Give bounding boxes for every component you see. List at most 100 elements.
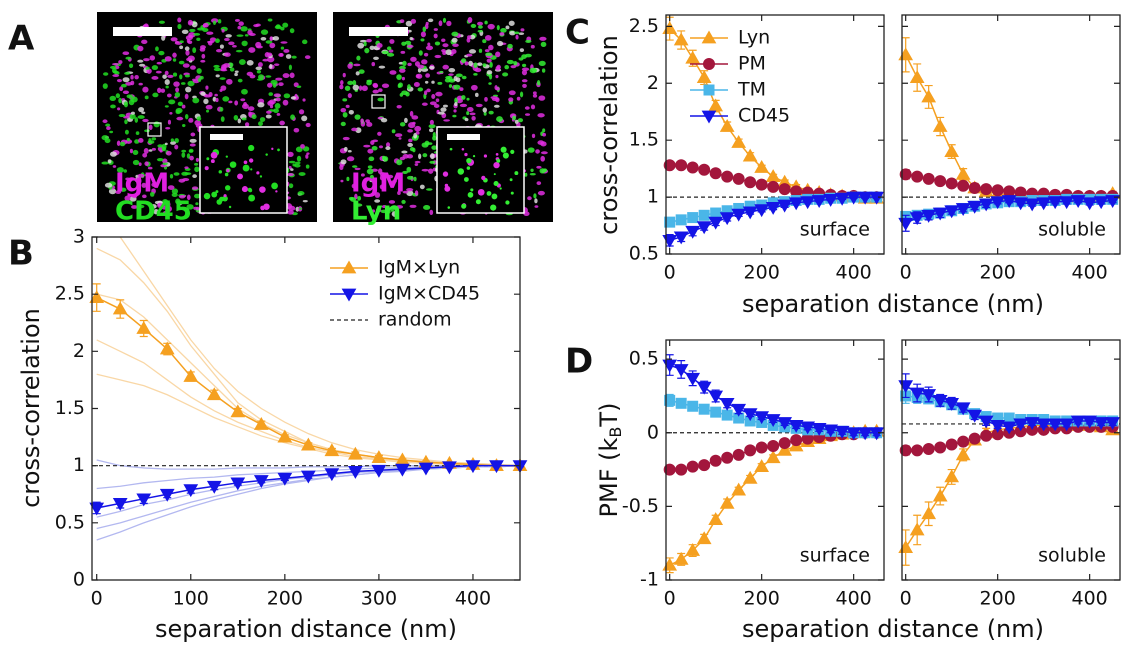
image-label: IgM (115, 169, 169, 199)
speckle (484, 20, 488, 25)
marker (685, 225, 701, 239)
speckle (121, 83, 127, 88)
inset-speckle (224, 185, 231, 191)
speckle (527, 196, 532, 201)
speckle (285, 54, 292, 59)
marker (911, 170, 924, 183)
speckle (378, 65, 386, 69)
speckle (386, 52, 395, 57)
inset-speckle (248, 144, 255, 152)
inset-speckle (265, 153, 268, 156)
speckle (224, 37, 230, 42)
speckle (213, 64, 220, 68)
marker (934, 441, 947, 454)
speckle (268, 92, 273, 96)
speckle (109, 130, 114, 134)
marker (800, 421, 816, 435)
legend-label: Lyn (738, 27, 770, 49)
speckle (138, 82, 143, 86)
speckle (508, 97, 514, 102)
speckle (530, 168, 534, 173)
speckle (131, 193, 138, 199)
speckle (151, 137, 157, 141)
speckle (424, 80, 429, 84)
speckle (381, 83, 390, 88)
speckle (361, 85, 368, 92)
speckle (504, 65, 510, 70)
speckle (399, 122, 406, 127)
speckle (246, 71, 254, 76)
speckle (260, 29, 269, 35)
inset-speckle (248, 188, 253, 193)
speckle (147, 166, 153, 170)
speckle (144, 173, 150, 177)
inset-speckle (493, 161, 500, 169)
speckle (368, 156, 375, 162)
speckle (542, 128, 546, 133)
speckle (184, 166, 189, 169)
speckle (484, 96, 488, 102)
speckle (537, 190, 545, 196)
speckle (408, 138, 413, 143)
speckle (356, 55, 361, 61)
speckle (241, 40, 248, 47)
speckle (300, 144, 305, 149)
speckle (151, 147, 156, 151)
speckle (215, 74, 220, 78)
inset (436, 126, 525, 214)
y-tick-label: 0 (647, 421, 659, 443)
speckle (407, 44, 414, 49)
marker (921, 209, 937, 223)
speckle (522, 83, 527, 88)
speckle (538, 60, 546, 67)
speckle (142, 86, 149, 93)
speckle (435, 91, 443, 97)
speckle (477, 62, 483, 67)
speckle (153, 209, 159, 215)
speckle (524, 172, 528, 177)
speckle (431, 93, 436, 100)
marker (719, 495, 735, 509)
speckle (184, 93, 189, 100)
speckle (391, 210, 399, 217)
speckle (130, 74, 134, 80)
marker (395, 463, 410, 477)
marker (1013, 418, 1029, 432)
speckle (537, 113, 545, 118)
marker (1047, 418, 1063, 432)
speckle (378, 88, 383, 92)
speckle (540, 151, 548, 155)
marker (790, 434, 803, 447)
inset-speckle (237, 173, 244, 180)
marker (968, 181, 981, 194)
speckle (404, 117, 408, 123)
speckle (355, 203, 363, 207)
speckle (340, 121, 346, 127)
speckle (461, 95, 466, 100)
speckle (482, 63, 487, 67)
speckle (466, 53, 473, 57)
marker (944, 469, 960, 483)
speckle (201, 53, 206, 59)
speckle (157, 87, 162, 94)
marker (159, 341, 175, 355)
speckle (265, 75, 272, 78)
marker (664, 216, 676, 228)
speckle (488, 82, 492, 85)
speckle (477, 29, 483, 33)
speckle (109, 95, 117, 102)
speckle (125, 82, 133, 86)
speckle (209, 37, 217, 42)
speckle (349, 197, 356, 202)
speckle (283, 49, 290, 53)
marker (696, 70, 712, 83)
speckle (386, 46, 392, 51)
inset-speckle (259, 186, 266, 193)
marker (834, 192, 850, 206)
marker (703, 84, 715, 96)
speckle (448, 78, 456, 83)
annotation: soluble (1038, 219, 1106, 241)
speckle (366, 168, 374, 175)
plot-area (898, 37, 1121, 232)
speckle (373, 56, 379, 61)
